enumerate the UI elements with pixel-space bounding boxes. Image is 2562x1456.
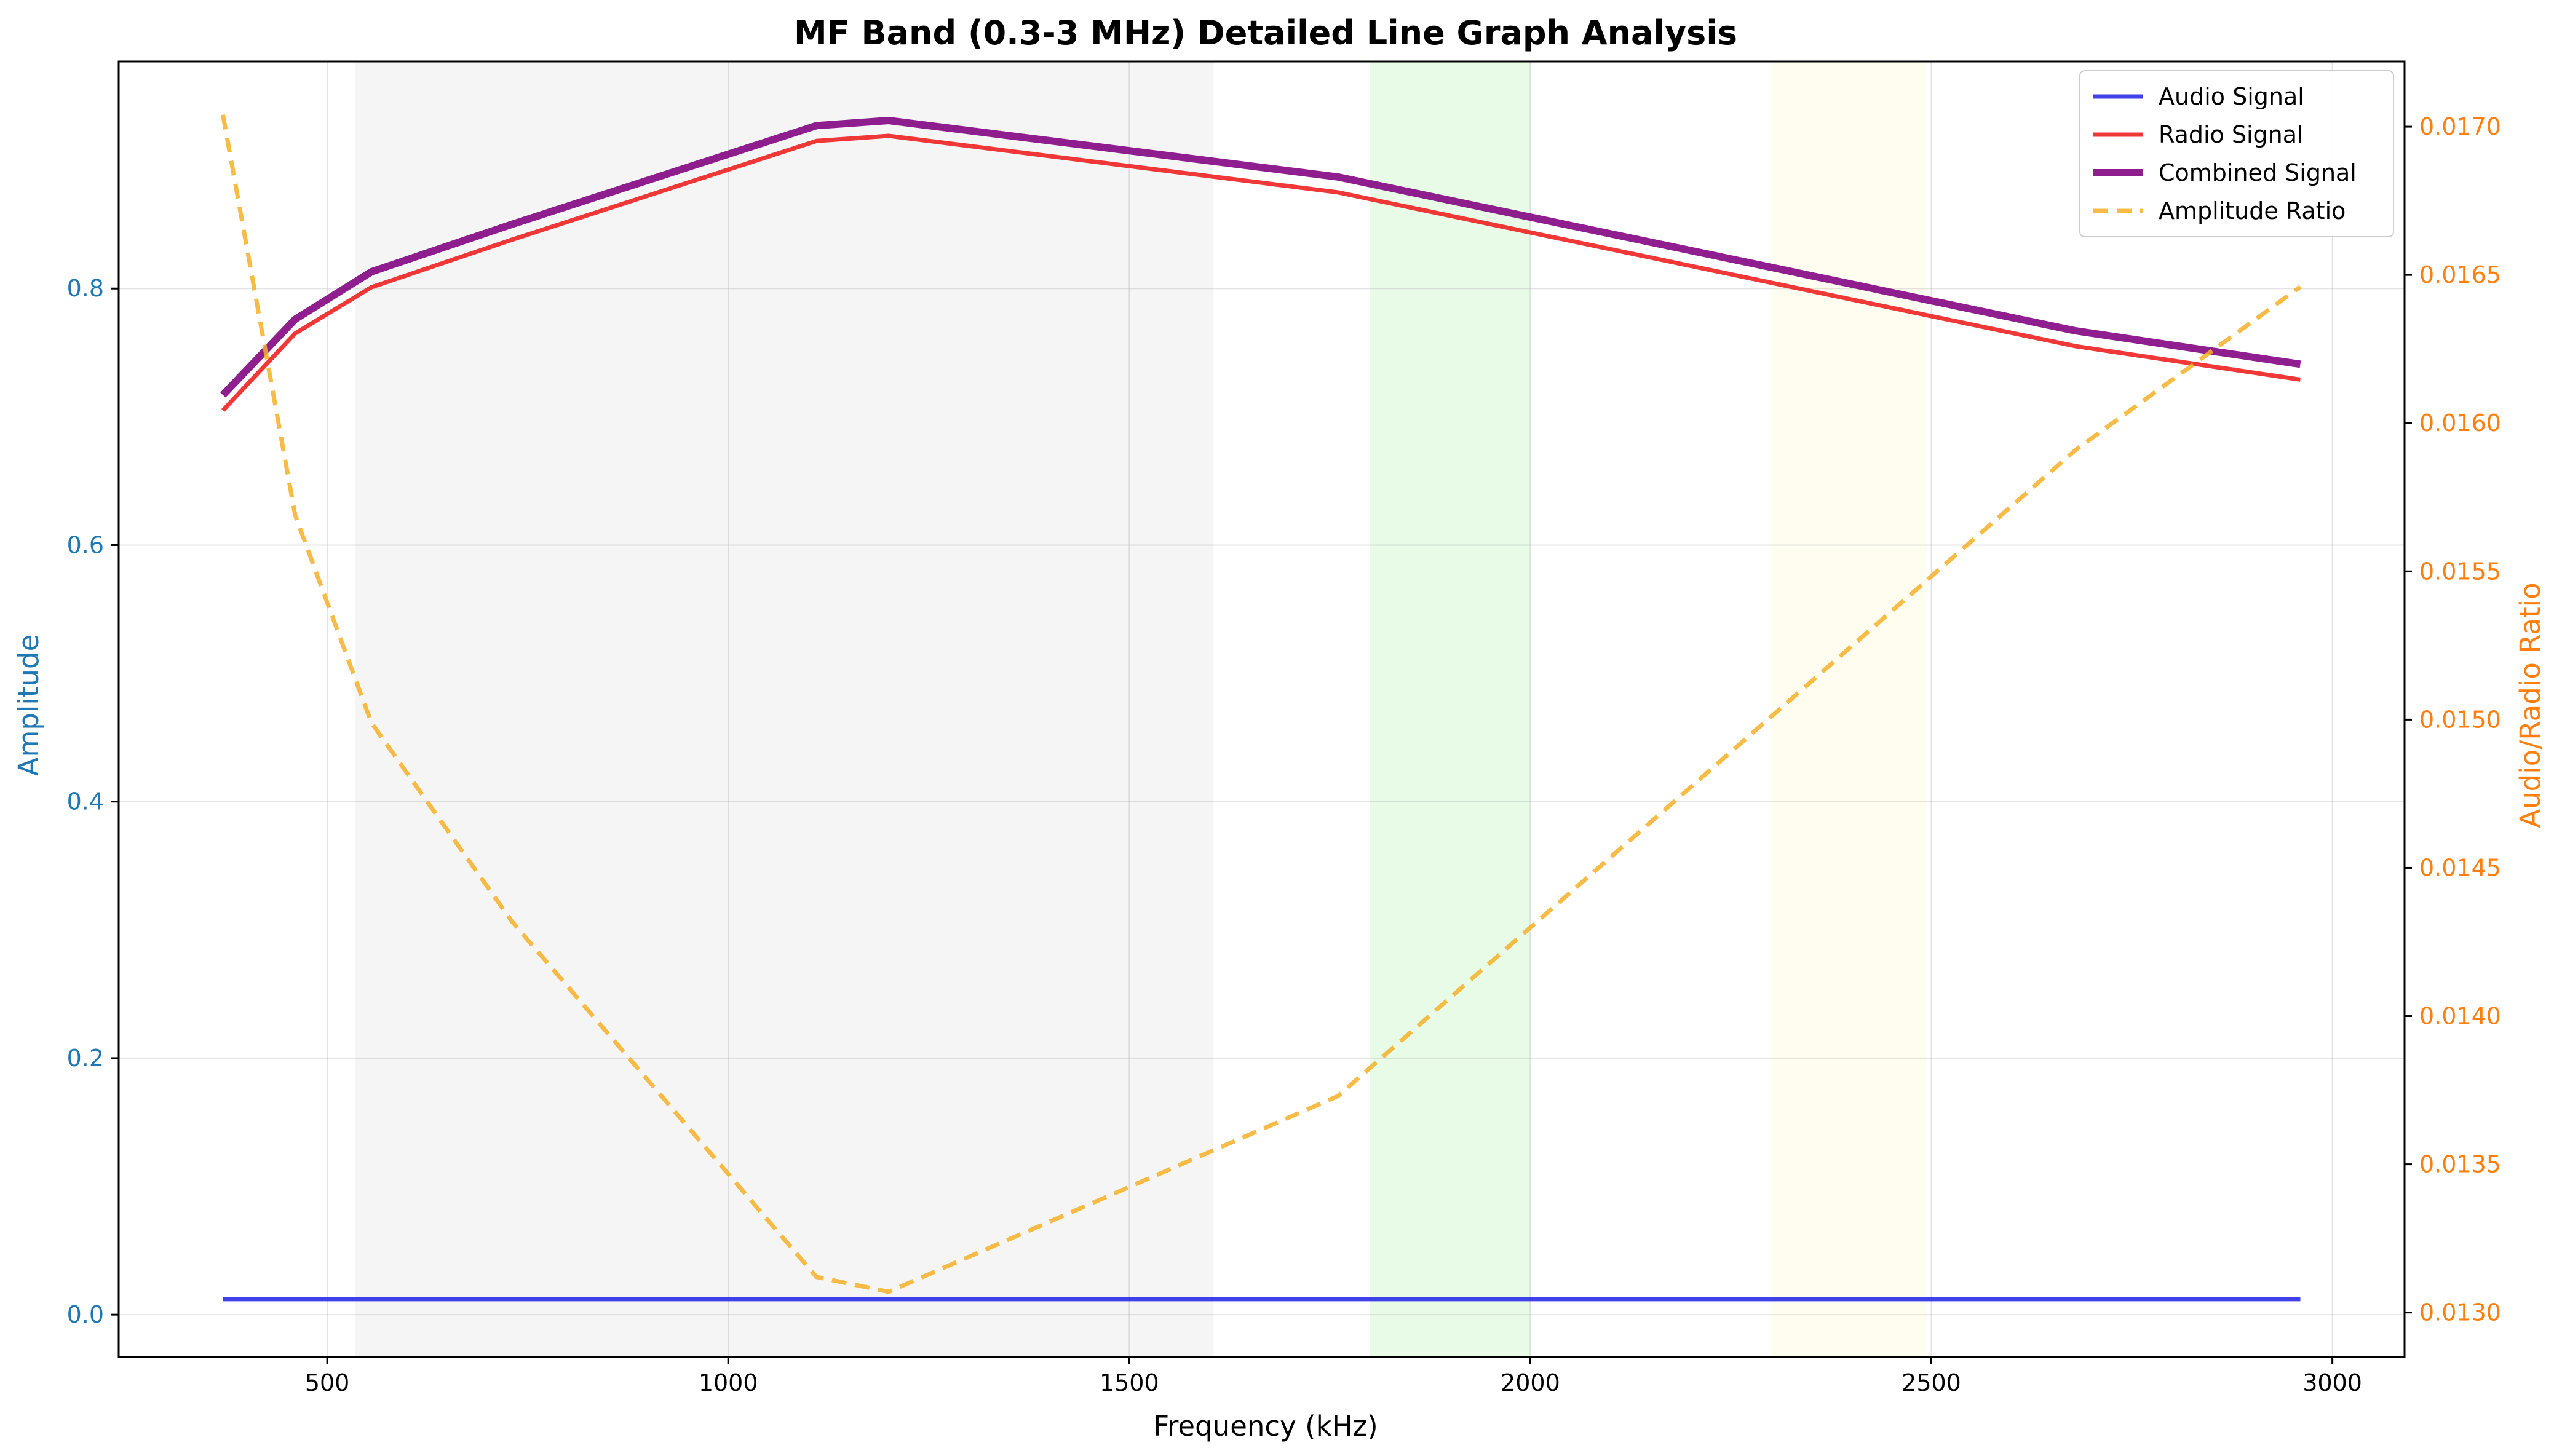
x-tick-label: 2000 — [1501, 1369, 1560, 1396]
y2-tick-label: 0.0130 — [2419, 1299, 2501, 1326]
legend: Audio Signal Radio Signal Combined Signal A… — [2079, 70, 2394, 237]
series-line-radio-signal — [221, 133, 2301, 412]
y-tick-label: 0.2 — [67, 1045, 104, 1072]
legend-entry: Radio Signal — [2159, 121, 2304, 148]
legend-box — [2079, 70, 2394, 237]
shaded-bands — [355, 61, 1927, 1357]
grid — [119, 61, 2405, 1357]
y2-tick-label: 0.0160 — [2419, 410, 2501, 437]
shaded-band-2 — [1771, 61, 1927, 1357]
series-line-amplitude-ratio — [221, 114, 2302, 1294]
legend-entry: Combined Signal — [2159, 159, 2357, 186]
x-tick-label: 3000 — [2302, 1369, 2362, 1396]
series-lines — [220, 114, 2302, 1302]
y-axis-ticks: 0.0 0.2 0.4 0.6 0.8 — [67, 275, 119, 1328]
y2-tick-label: 0.0170 — [2419, 113, 2501, 140]
y-tick-label: 0.8 — [67, 275, 104, 302]
y2-tick-label: 0.0135 — [2419, 1151, 2501, 1178]
legend-entry: Amplitude Ratio — [2159, 197, 2346, 224]
x-axis-ticks: 500 1000 1500 2000 2500 3000 — [305, 1357, 2362, 1396]
y-tick-label: 0.4 — [67, 788, 104, 815]
series-line-combined-signal — [220, 117, 2301, 398]
x-tick-label: 1500 — [1100, 1369, 1159, 1396]
x-tick-label: 2500 — [1902, 1369, 1961, 1396]
y2-tick-label: 0.0155 — [2419, 558, 2501, 585]
x-tick-label: 1000 — [699, 1369, 758, 1396]
y2-tick-label: 0.0165 — [2419, 261, 2501, 288]
y2-tick-label: 0.0145 — [2419, 854, 2501, 881]
x-axis-label: Frequency (kHz) — [1153, 1410, 1378, 1442]
chart-title: MF Band (0.3-3 MHz) Detailed Line Graph … — [794, 14, 1737, 52]
shaded-band-1 — [1370, 61, 1531, 1357]
plot-frame — [117, 60, 2406, 1358]
x-tick-label: 500 — [305, 1369, 350, 1396]
y-axis-label: Amplitude — [12, 635, 45, 777]
y2-tick-label: 0.0150 — [2419, 706, 2501, 733]
y-tick-label: 0.0 — [67, 1301, 104, 1328]
y2-axis-label: Audio/Radio Ratio — [2514, 582, 2547, 828]
legend-entry: Audio Signal — [2159, 83, 2304, 110]
shaded-band-0 — [355, 61, 1214, 1357]
y2-tick-label: 0.0140 — [2419, 1003, 2501, 1030]
y2-axis-ticks: 0.0130 0.0135 0.0140 0.0145 0.0150 0.0155 0.01… — [2405, 113, 2501, 1326]
y-tick-label: 0.6 — [67, 531, 104, 558]
